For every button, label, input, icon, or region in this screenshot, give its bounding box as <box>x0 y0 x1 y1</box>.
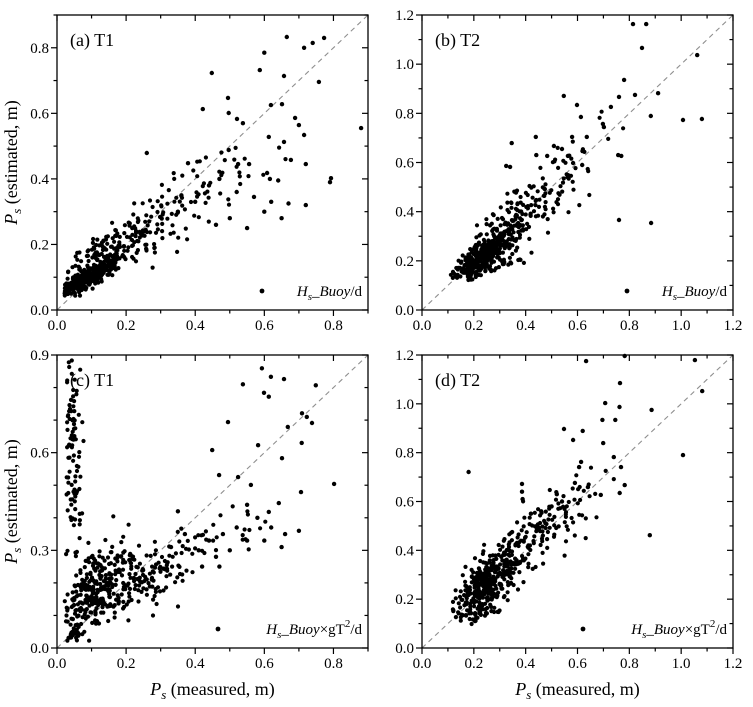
tick-labels-a: 0.0 0.2 0.4 0.6 0.8 0.0 0.2 0.4 0.6 0.8 <box>30 41 343 334</box>
panel-c: 0.0 0.2 0.4 0.6 0.8 0.0 0.3 0.6 0.9 (c) T1 Hs_Buoy… <box>30 348 369 672</box>
points-d <box>450 353 705 627</box>
tick-labels-b: 0.0 0.2 0.4 0.6 0.8 1.0 1.2 0.0 0.2 0.4 0.6 0.8 1.0 1… <box>395 8 742 334</box>
panel-label-b: (b) T2 <box>435 30 480 51</box>
y-axis-label-bottom-row: Ps (estimated, m) <box>1 439 24 565</box>
svg-text:0.8: 0.8 <box>620 656 639 672</box>
svg-text:0.8: 0.8 <box>30 41 49 57</box>
legend-c: Hs_Buoy×gT2/d <box>215 618 362 641</box>
svg-text:0.3: 0.3 <box>30 543 49 559</box>
svg-text:0.6: 0.6 <box>395 156 414 172</box>
tick-labels-c: 0.0 0.2 0.4 0.6 0.8 0.0 0.3 0.6 0.9 <box>30 348 343 672</box>
svg-text:0.4: 0.4 <box>186 656 205 672</box>
svg-text:0.2: 0.2 <box>395 254 414 270</box>
y-axis-label-top-row: Ps (estimated, m) <box>1 100 24 226</box>
svg-text:1.2: 1.2 <box>395 8 414 24</box>
svg-text:0.2: 0.2 <box>117 318 136 334</box>
legend-label-c: Hs_Buoy×gT2/d <box>265 618 362 641</box>
svg-text:0.2: 0.2 <box>464 656 483 672</box>
svg-text:0.4: 0.4 <box>395 543 414 559</box>
svg-text:0.9: 0.9 <box>30 348 49 364</box>
frame-a <box>56 14 369 311</box>
svg-text:1.2: 1.2 <box>724 318 743 334</box>
legend-marker-c <box>215 626 221 632</box>
svg-text:0.8: 0.8 <box>324 656 343 672</box>
svg-text:0.8: 0.8 <box>324 318 343 334</box>
legend-marker-b <box>624 288 630 294</box>
svg-text:0.0: 0.0 <box>48 656 67 672</box>
legend-marker-d <box>580 626 586 632</box>
svg-text:0.2: 0.2 <box>395 592 414 608</box>
points-c <box>62 358 337 643</box>
svg-text:0.0: 0.0 <box>30 303 49 319</box>
legend-d: Hs_Buoy×gT2/d <box>580 618 727 641</box>
svg-text:1.0: 1.0 <box>672 318 691 334</box>
frame-d <box>421 354 734 649</box>
svg-text:0.6: 0.6 <box>568 318 587 334</box>
panel-label-d: (d) T2 <box>435 370 480 391</box>
legend-marker-a <box>259 288 265 294</box>
ticks-d <box>416 354 734 654</box>
svg-text:1.0: 1.0 <box>672 656 691 672</box>
svg-text:0.2: 0.2 <box>117 656 136 672</box>
points-a <box>62 34 364 298</box>
svg-text:1.2: 1.2 <box>724 656 743 672</box>
svg-text:0.0: 0.0 <box>395 303 414 319</box>
svg-text:0.4: 0.4 <box>516 318 535 334</box>
svg-text:0.8: 0.8 <box>395 106 414 122</box>
svg-text:0.0: 0.0 <box>48 318 67 334</box>
svg-text:0.6: 0.6 <box>30 106 49 122</box>
svg-text:0.4: 0.4 <box>395 205 414 221</box>
panel-a: 0.0 0.2 0.4 0.6 0.8 0.0 0.2 0.4 0.6 0.8 (a) T1 Hs_B… <box>30 14 369 334</box>
svg-text:0.2: 0.2 <box>30 237 49 253</box>
frame-c <box>56 354 369 649</box>
svg-text:0.6: 0.6 <box>255 656 274 672</box>
svg-text:0.6: 0.6 <box>568 656 587 672</box>
legend-label-d: Hs_Buoy×gT2/d <box>630 618 727 641</box>
svg-text:0.8: 0.8 <box>395 446 414 462</box>
tick-labels-d: 0.0 0.2 0.4 0.6 0.8 1.0 1.2 0.0 0.2 0.4 0.6 0.8 1.0 1… <box>395 348 742 672</box>
legend-label-b: Hs_Buoy/d <box>661 284 728 303</box>
svg-text:0.4: 0.4 <box>186 318 205 334</box>
svg-text:0.2: 0.2 <box>464 318 483 334</box>
points-b <box>448 21 705 283</box>
legend-label-a: Hs_Buoy/d <box>296 284 363 303</box>
x-axis-label-right-column: Ps (measured, m) <box>514 679 640 702</box>
panel-label-c: (c) T1 <box>70 370 114 391</box>
x-axis-label-left-column: Ps (measured, m) <box>149 679 275 702</box>
svg-text:0.0: 0.0 <box>30 641 49 657</box>
svg-text:0.4: 0.4 <box>30 172 49 188</box>
svg-text:0.0: 0.0 <box>395 641 414 657</box>
svg-text:0.0: 0.0 <box>413 656 432 672</box>
frame-b <box>421 14 734 311</box>
svg-text:0.0: 0.0 <box>413 318 432 334</box>
svg-text:0.4: 0.4 <box>516 656 535 672</box>
svg-text:0.6: 0.6 <box>30 446 49 462</box>
panel-label-a: (a) T1 <box>70 30 114 51</box>
svg-text:1.2: 1.2 <box>395 348 414 364</box>
legend-b: Hs_Buoy/d <box>624 284 728 303</box>
svg-text:0.6: 0.6 <box>395 495 414 511</box>
panel-d: 0.0 0.2 0.4 0.6 0.8 1.0 1.2 0.0 0.2 0.4 0.6 0.8 1.0 1… <box>395 348 742 672</box>
legend-a: Hs_Buoy/d <box>259 284 363 303</box>
svg-text:1.0: 1.0 <box>395 397 414 413</box>
svg-text:0.6: 0.6 <box>255 318 274 334</box>
panel-b: 0.0 0.2 0.4 0.6 0.8 1.0 1.2 0.0 0.2 0.4 0.6 0.8 1.0 1… <box>395 8 742 334</box>
svg-text:0.8: 0.8 <box>620 318 639 334</box>
svg-text:1.0: 1.0 <box>395 57 414 73</box>
